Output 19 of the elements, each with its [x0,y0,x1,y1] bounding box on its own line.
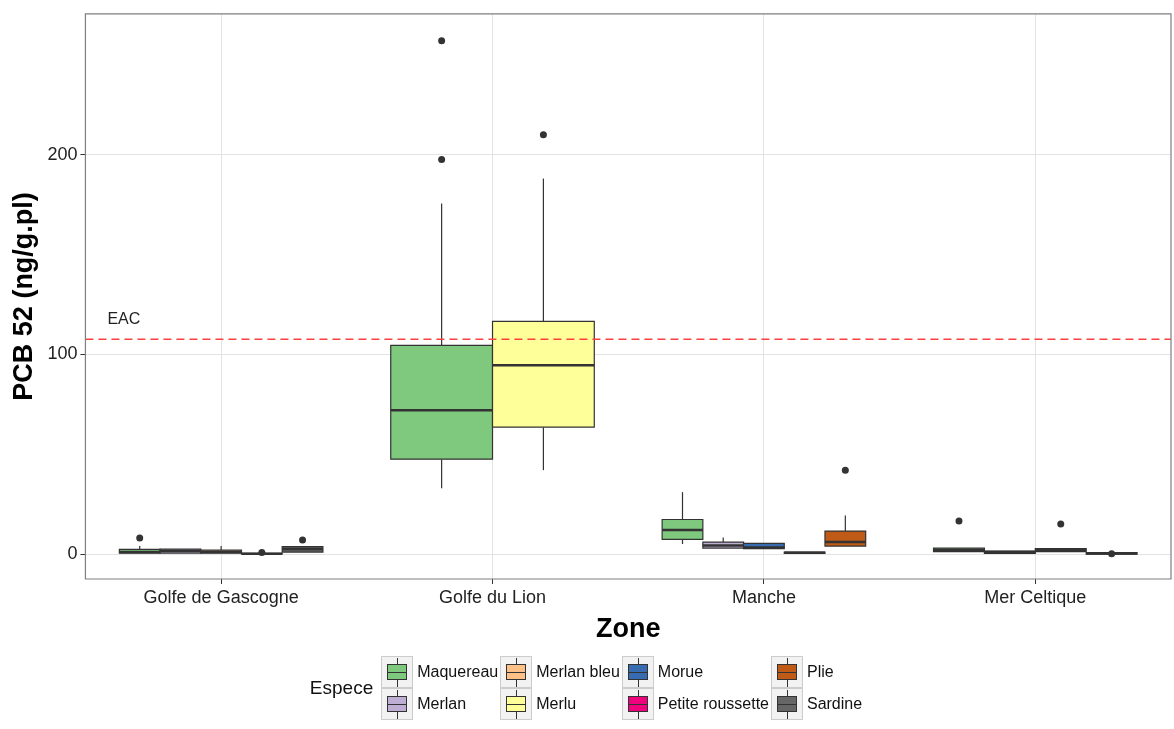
legend-title: Espece [309,677,374,699]
ref-line-label: EAC [107,309,141,327]
legend-label: Merlan [417,695,467,713]
x-tick-label: Mer Celtique [984,586,1087,607]
y-tick-label: 0 [67,543,78,563]
x-tick-label: Golfe du Lion [438,586,547,607]
legend-label: Merlan bleu [536,663,620,681]
legend-label: Sardine [806,695,863,713]
legend-label: Maquereau [417,663,499,681]
legend-label: Merlu [536,695,577,713]
x-tick-label: Golfe de Gascogne [143,586,299,607]
x-axis-title: Zone [595,613,661,644]
x-tick-label: Manche [731,586,796,607]
y-tick-label: 100 [47,343,78,364]
legend-label: Morue [657,663,704,681]
y-axis-title: PCB 52 (ng/g.pl) [7,192,38,401]
legend-label: Plie [806,663,834,681]
legend-label: Petite roussette [657,695,769,713]
y-tick-label: 200 [47,143,78,164]
